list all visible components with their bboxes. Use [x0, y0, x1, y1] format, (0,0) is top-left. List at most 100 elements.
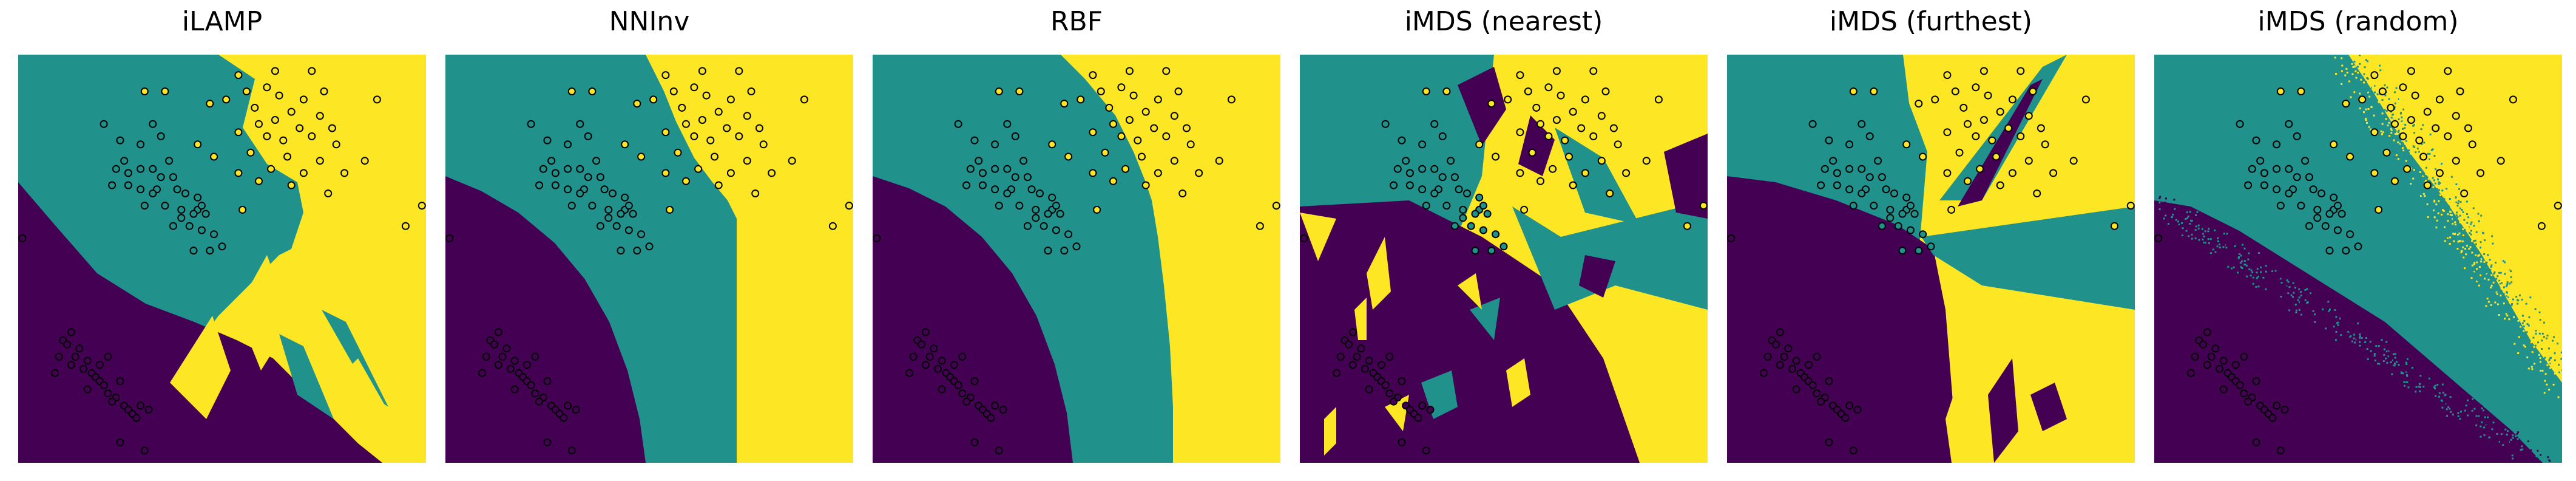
- data-point-teal: [1019, 157, 1028, 165]
- data-point-purple: [1813, 389, 1821, 398]
- noise-speck: [2415, 389, 2418, 391]
- data-point-purple: [510, 385, 519, 394]
- data-point-teal: [1858, 189, 1866, 197]
- data-point-purple: [502, 344, 511, 353]
- noise-speck: [2198, 239, 2200, 241]
- data-point-yellow: [661, 71, 670, 80]
- noise-speck: [2441, 209, 2443, 211]
- data-point-teal: [2236, 120, 2244, 128]
- noise-speck: [2459, 418, 2461, 420]
- noise-speck: [2191, 219, 2193, 222]
- noise-speck: [2450, 218, 2453, 220]
- noise-speck: [2168, 223, 2169, 225]
- noise-speck: [2413, 132, 2416, 134]
- noise-speck: [2543, 321, 2545, 324]
- noise-speck: [2210, 252, 2212, 254]
- data-point-teal: [991, 165, 999, 173]
- data-point-teal: [564, 165, 572, 173]
- noise-speck: [2500, 282, 2503, 284]
- noise-speck: [2501, 429, 2504, 432]
- data-point-teal: [2309, 185, 2317, 194]
- noise-speck: [2530, 347, 2532, 350]
- data-point-teal: [2313, 214, 2322, 222]
- noise-speck: [2439, 182, 2441, 185]
- noise-speck: [2458, 205, 2459, 207]
- noise-speck: [2284, 283, 2285, 285]
- data-point-yellow: [324, 189, 333, 197]
- noise-speck: [2379, 64, 2381, 67]
- points-layer: [873, 67, 1280, 455]
- noise-speck: [2492, 242, 2494, 245]
- noise-speck: [2364, 341, 2367, 343]
- noise-speck: [2534, 326, 2536, 329]
- noise-speck: [2265, 270, 2267, 273]
- noise-speck: [2418, 151, 2420, 153]
- noise-speck: [2470, 230, 2472, 232]
- noise-speck: [2391, 141, 2393, 143]
- panel-title: NNInv: [609, 6, 690, 37]
- noise-speck: [2226, 233, 2228, 235]
- noise-speck: [2347, 335, 2350, 337]
- noise-speck: [2429, 170, 2432, 172]
- noise-speck: [2438, 392, 2441, 394]
- noise-speck: [2345, 66, 2347, 68]
- noise-speck: [2412, 125, 2415, 127]
- data-point-yellow: [1060, 100, 1069, 108]
- noise-speck: [2396, 350, 2399, 353]
- noise-speck: [2463, 219, 2466, 221]
- data-point-purple: [909, 352, 918, 361]
- data-point-teal: [1878, 173, 1886, 182]
- data-point-yellow: [2468, 140, 2476, 149]
- noise-speck: [2465, 253, 2467, 256]
- data-point-yellow: [1195, 169, 1203, 177]
- noise-speck: [2246, 262, 2248, 264]
- data-point-teal: [2273, 185, 2281, 194]
- noise-speck: [2504, 285, 2507, 287]
- noise-speck: [2370, 128, 2371, 131]
- noise-speck: [2506, 298, 2509, 299]
- noise-speck: [2284, 275, 2286, 278]
- noise-speck: [2489, 436, 2491, 438]
- data-point-teal: [197, 202, 206, 210]
- data-point-teal: [2285, 189, 2293, 197]
- data-point-yellow: [1569, 107, 1577, 116]
- noise-speck: [2487, 305, 2489, 308]
- noise-speck: [2334, 318, 2336, 320]
- noise-speck: [2442, 233, 2444, 235]
- data-point-yellow: [1609, 124, 1618, 132]
- data-point-yellow: [633, 100, 641, 108]
- noise-speck: [2466, 222, 2469, 224]
- data-point-yellow: [2037, 124, 2045, 132]
- noise-speck: [2483, 261, 2486, 263]
- noise-speck: [2335, 339, 2337, 341]
- noise-speck: [2534, 344, 2537, 347]
- noise-speck: [2447, 220, 2449, 222]
- noise-speck: [2367, 78, 2369, 80]
- noise-speck: [2171, 222, 2173, 224]
- data-point-teal: [1430, 189, 1439, 197]
- noise-speck: [2292, 296, 2294, 298]
- noise-speck: [2487, 432, 2490, 434]
- data-point-yellow: [2435, 95, 2444, 104]
- noise-speck: [2385, 357, 2387, 360]
- noise-speck: [2319, 318, 2322, 320]
- noise-speck: [2444, 230, 2446, 233]
- noise-speck: [2528, 316, 2530, 318]
- noise-speck: [2419, 390, 2421, 392]
- noise-speck: [2508, 318, 2510, 321]
- noise-speck: [2449, 214, 2452, 216]
- noise-speck: [2246, 275, 2248, 278]
- noise-speck: [2535, 330, 2537, 332]
- noise-speck: [2535, 335, 2538, 338]
- noise-speck: [2402, 372, 2404, 375]
- data-point-teal: [206, 247, 214, 255]
- data-point-purple: [1381, 381, 1390, 389]
- noise-speck: [2186, 211, 2188, 214]
- data-point-teal: [2305, 222, 2313, 230]
- data-point-teal: [218, 242, 226, 251]
- noise-speck: [2496, 293, 2498, 295]
- noise-speck: [2381, 112, 2384, 115]
- noise-speck: [2488, 417, 2490, 420]
- noise-speck: [2551, 362, 2553, 364]
- noise-speck: [2310, 292, 2311, 295]
